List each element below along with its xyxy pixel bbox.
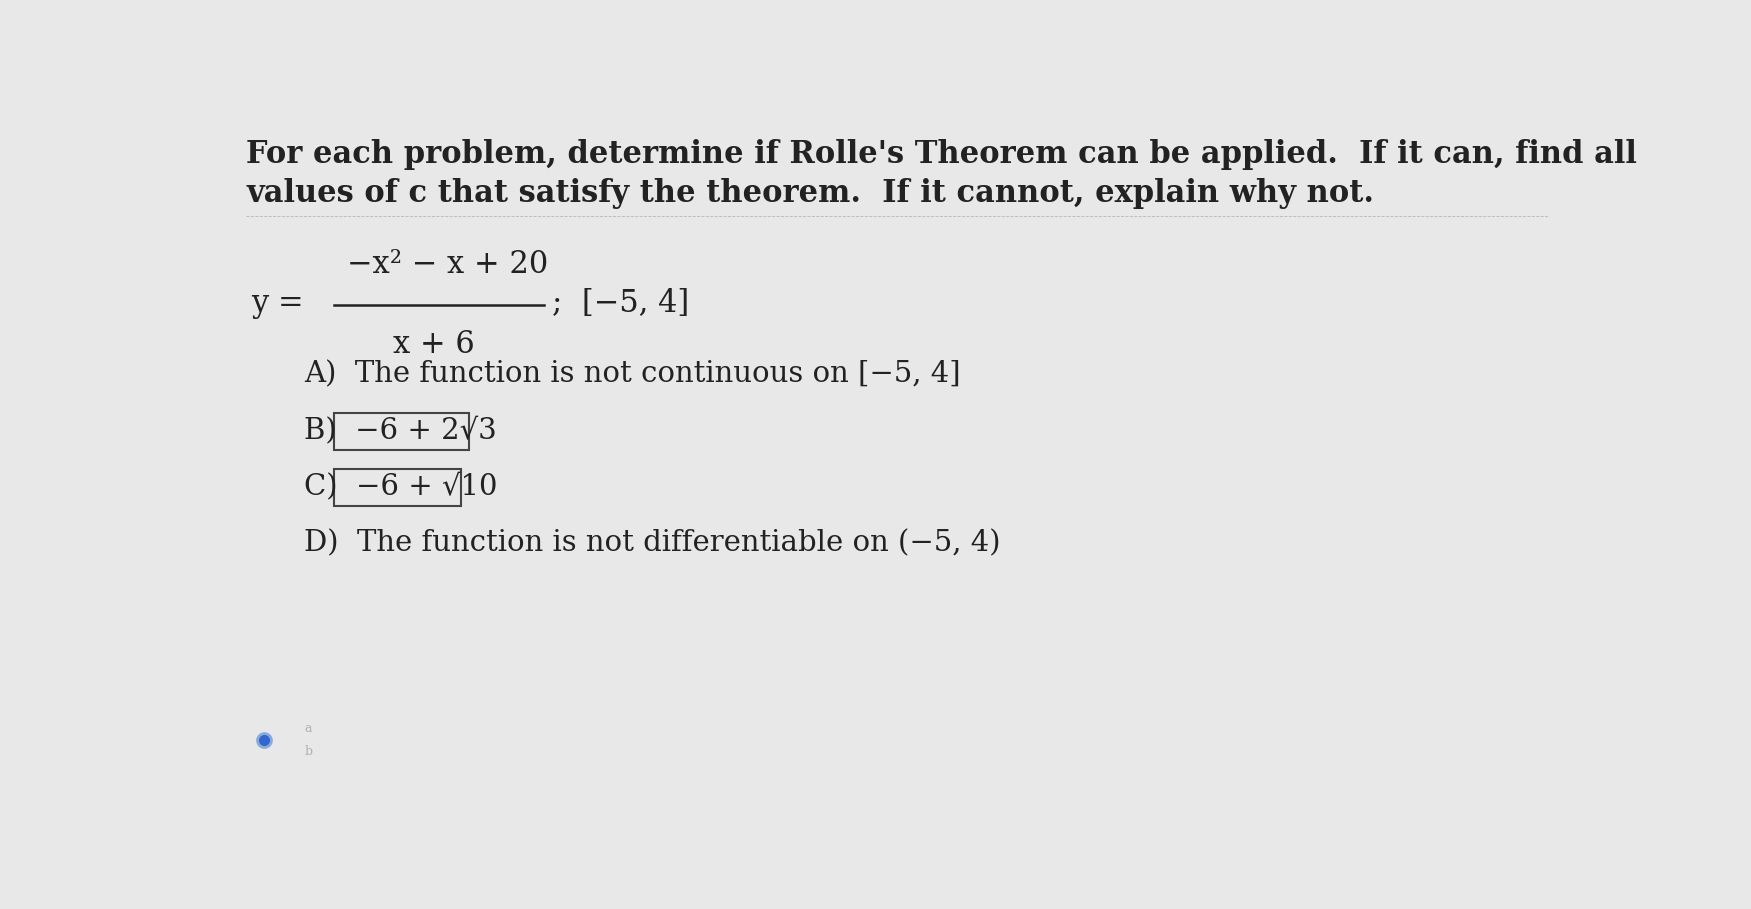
Text: D)  The function is not differentiable on (−5, 4): D) The function is not differentiable on…	[305, 529, 1000, 557]
Text: A)  The function is not continuous on [−5, 4]: A) The function is not continuous on [−5…	[305, 360, 961, 388]
Text: −x² − x + 20: −x² − x + 20	[347, 249, 548, 280]
Bar	[334, 414, 469, 450]
Text: C)  −6 + √10: C) −6 + √10	[305, 473, 497, 501]
Text: y =: y =	[252, 287, 305, 319]
Text: x + 6: x + 6	[394, 329, 475, 360]
Text: ;  [−5, 4]: ; [−5, 4]	[552, 287, 690, 319]
Text: b: b	[305, 745, 312, 758]
Bar	[334, 469, 462, 505]
Text: For each problem, determine if Rolle's Theorem can be applied.  If it can, find : For each problem, determine if Rolle's T…	[245, 139, 1637, 170]
Text: B)  −6 + 2√3: B) −6 + 2√3	[305, 418, 497, 445]
Text: values of c that satisfy the theorem.  If it cannot, explain why not.: values of c that satisfy the theorem. If…	[245, 177, 1375, 208]
Text: a: a	[305, 722, 312, 735]
